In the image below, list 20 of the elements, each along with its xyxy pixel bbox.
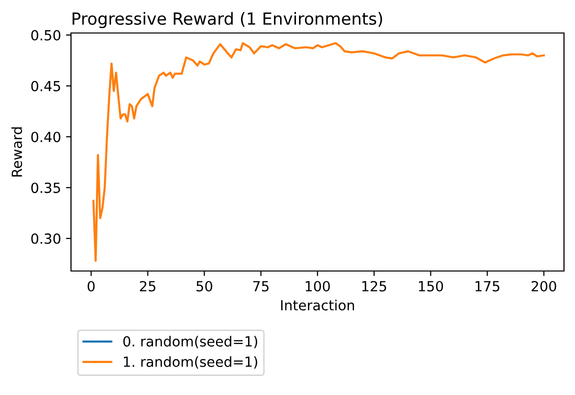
x-tick-label: 175 [476,281,500,292]
x-tick-label: 125 [362,280,386,292]
x-axis-title: Interaction [281,300,354,310]
x-tick-label: 0 [88,280,95,292]
x-tick-label: 150 [418,280,444,292]
chart-title: Progressive Reward (1 Environments) [72,12,382,28]
x-tick-label: 25 [140,280,156,292]
legend-label: 0. random(seed=1) [123,336,258,348]
x-tick-label: 200 [532,280,556,292]
y-tick-label: 0.50 [31,30,60,41]
x-tick-label: 50 [196,280,212,292]
y-tick-label: 0.40 [31,132,60,142]
line-series [92,42,545,262]
x-tick-label: 75 [253,281,269,292]
x-tick-label: 100 [306,280,330,292]
y-tick-label: 0.35 [31,182,60,194]
y-axis-title: Reward [11,127,22,176]
legend-label: 1. random(seed=1) [124,356,258,369]
y-tick-label: 0.45 [31,80,60,92]
y-tick-label: 0.30 [31,233,60,244]
